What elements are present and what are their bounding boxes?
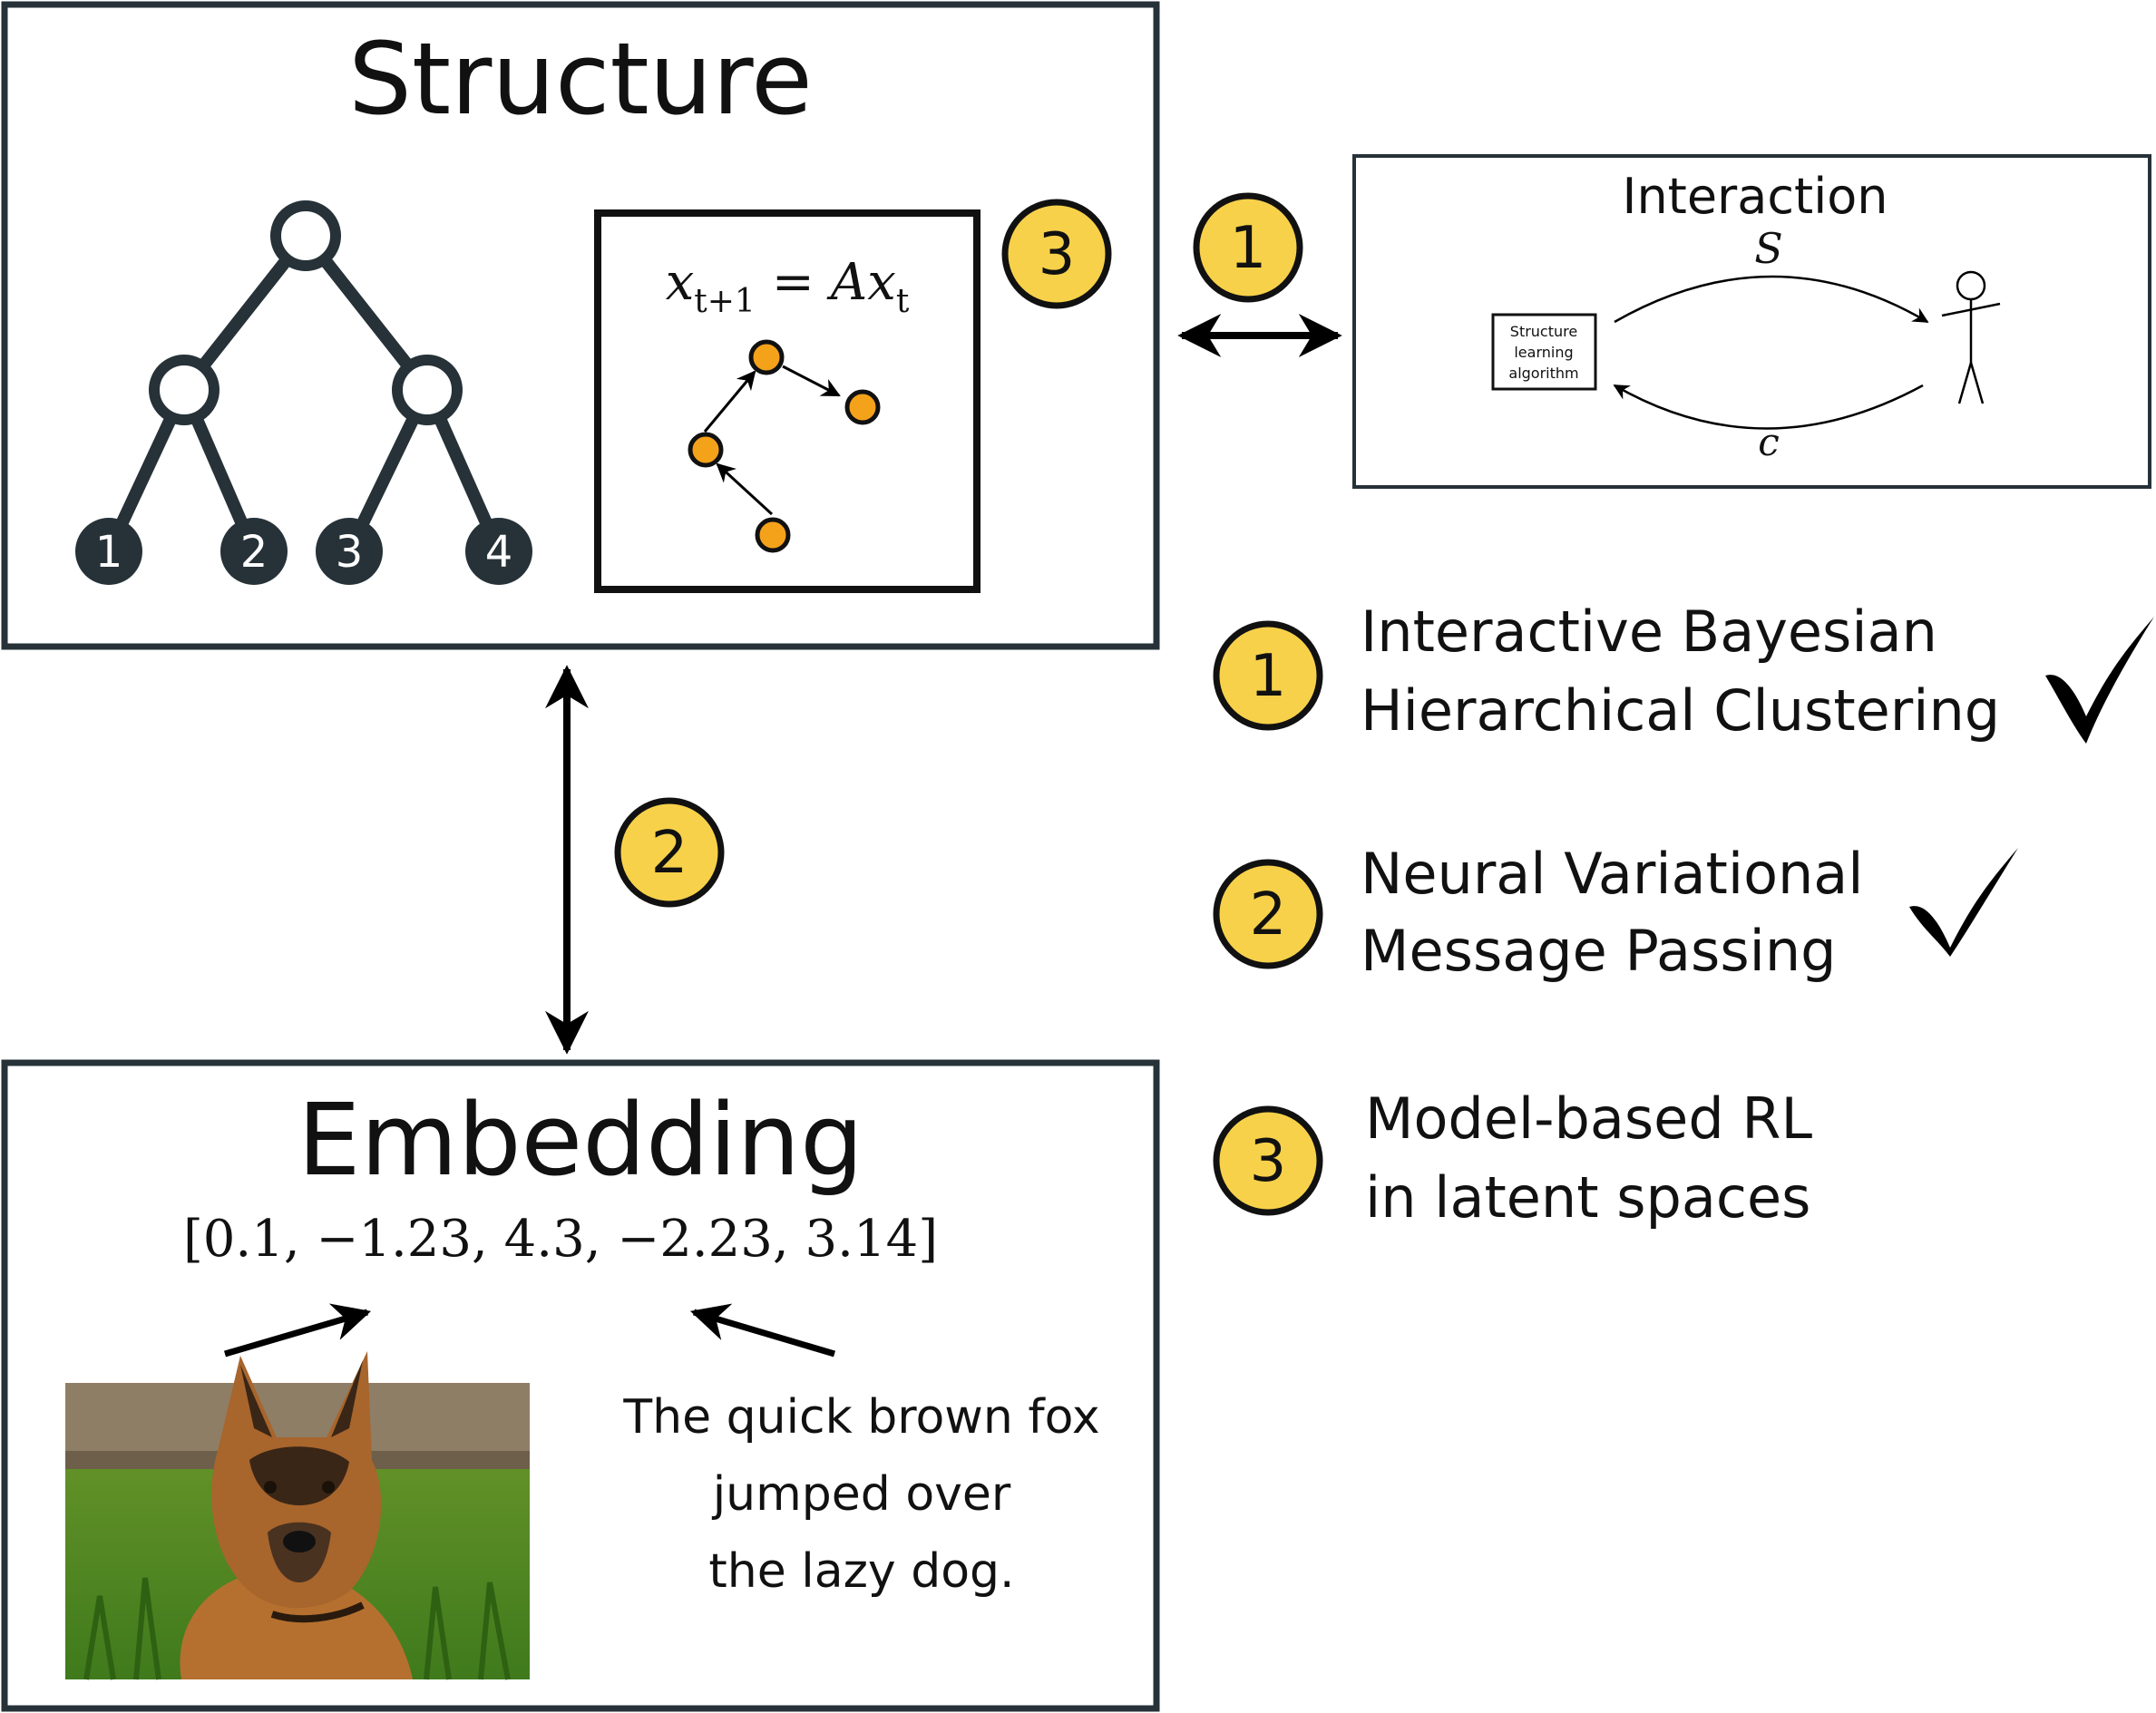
legend-item-3: 3 Model-based RL in latent spaces [1213,1085,1812,1231]
tree-right-node [392,355,463,425]
interaction-panel: Interaction S Structure learning algorit… [1352,154,2151,489]
trajectory-node [755,517,791,553]
tree-root-node [270,200,341,271]
tree-leaf-1: 1 [75,518,142,585]
link-badge-2: 2 [614,797,725,908]
tree-leaf-4: 4 [465,518,532,585]
embedding-vector: [0.1, −1.23, 4.3, −2.23, 3.14] [183,1210,938,1269]
dynamics-box: xt+1 = Axt [594,209,980,593]
svg-text:1: 1 [95,527,123,578]
image-to-vector-arrow [224,1303,372,1358]
svg-text:2: 2 [240,527,268,578]
svg-text:algorithm: algorithm [1508,365,1578,382]
svg-text:Structure: Structure [1510,323,1577,340]
structure-embedding-link: 2 [545,665,725,1055]
svg-text:3: 3 [1250,1128,1287,1195]
interaction-label-c: c [1758,420,1780,464]
arrow-to-user [1614,275,1929,324]
embedding-panel: Embedding [0.1, −1.23, 4.3, −2.23, 3.14]… [1,1059,1160,1712]
embedding-title: Embedding [298,1082,863,1198]
svg-text:1: 1 [1250,643,1287,710]
svg-text:Neural Variational: Neural Variational [1361,841,1864,907]
svg-text:4: 4 [485,527,513,578]
svg-text:Interactive Bayesian: Interactive Bayesian [1361,599,1937,665]
tree-leaf-3: 3 [316,518,383,585]
structure-interaction-link: 1 [1177,192,1342,357]
svg-text:in latent spaces: in latent spaces [1365,1164,1810,1231]
arrow-to-algorithm [1613,384,1924,430]
svg-text:2: 2 [651,820,688,887]
legend-item-2: 2 Neural Variational Message Passing [1213,841,2018,984]
interaction-label-s: S [1754,224,1783,273]
checkmark-icon [2045,617,2154,744]
interaction-title: Interaction [1623,168,1888,225]
dog-photo [65,1351,530,1680]
trajectory-arrows [703,365,841,516]
structure-badge-3: 3 [1001,199,1112,309]
svg-text:Message Passing: Message Passing [1361,918,1837,984]
tree-leaf-2: 2 [220,518,288,585]
trajectory-node [688,432,724,468]
svg-text:learning: learning [1514,344,1573,361]
algorithm-box: Structure learning algorithm [1491,313,1597,391]
structure-title: Structure [348,21,813,137]
svg-text:Model-based RL: Model-based RL [1365,1085,1812,1152]
svg-text:3: 3 [336,527,364,578]
example-text: The quick brown fox jumped over the lazy… [622,1390,1099,1599]
svg-text:2: 2 [1250,881,1287,949]
legend-item-1: 1 Interactive Bayesian Hierarchical Clus… [1213,599,2154,744]
trajectory-node [844,389,881,425]
svg-text:3: 3 [1039,221,1076,288]
legend: 1 Interactive Bayesian Hierarchical Clus… [1213,599,2154,1231]
checkmark-icon [1909,848,2018,957]
svg-text:jumped over: jumped over [712,1467,1011,1522]
tree-left-node [149,355,220,425]
dynamics-equation: xt+1 = Axt [666,253,910,320]
svg-text:The quick brown fox: The quick brown fox [622,1390,1099,1445]
svg-text:Hierarchical Clustering: Hierarchical Clustering [1361,677,2000,744]
svg-text:the lazy dog.: the lazy dog. [708,1544,1014,1599]
link-badge-1: 1 [1193,192,1303,303]
svg-text:1: 1 [1230,215,1267,282]
structure-panel: Structure 1 2 3 4 [1,1,1160,650]
text-to-vector-arrow [689,1303,835,1358]
trajectory-node [748,339,785,375]
user-stick-figure-icon [1941,270,2001,404]
